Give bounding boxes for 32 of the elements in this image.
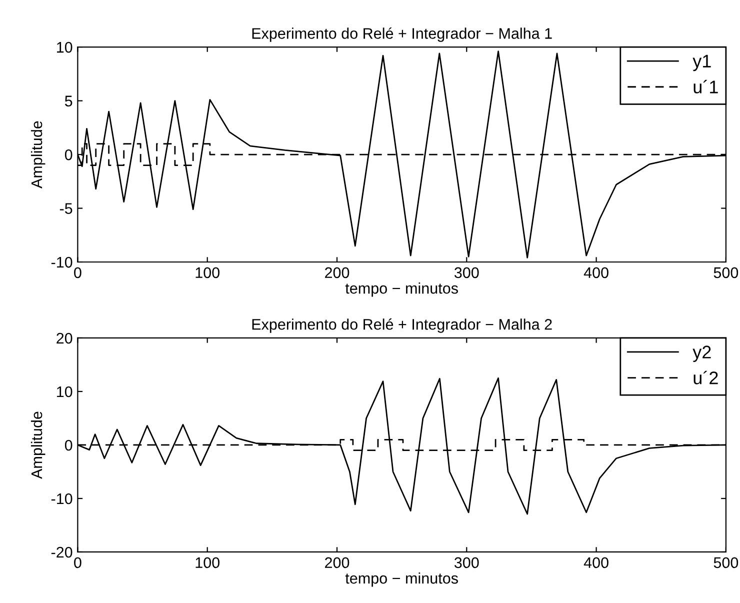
x-tick-label: 300 [454, 267, 479, 278]
x-tick-label: 0 [74, 267, 82, 278]
x-tick-label: 400 [584, 557, 608, 568]
y-tick-label: -5 [60, 203, 72, 214]
x-axis-title: tempo − minutos [345, 282, 458, 297]
y-tick-label: 20 [56, 332, 72, 344]
x-tick-label: 500 [714, 557, 738, 568]
legend-label: y2 [692, 346, 711, 362]
y-tick-label: 10 [57, 42, 72, 53]
x-tick-label: 100 [196, 557, 220, 568]
chart-title: Experimento do Relé + Integrador − Malha 1 [252, 27, 552, 42]
legend-label: u´2 [694, 370, 718, 384]
y-tick-label: 0 [64, 149, 72, 160]
x-tick-label: 300 [454, 557, 479, 568]
y-tick-label: -10 [51, 493, 72, 504]
legend-label: u´1 [694, 80, 718, 94]
x-tick-label: 0 [74, 557, 82, 568]
x-tick-label: 200 [325, 267, 350, 278]
x-tick-label: 100 [196, 267, 220, 278]
x-axis-title: tempo − minutos [345, 572, 458, 587]
x-tick-label: 500 [714, 267, 738, 278]
y-tick-label: 10 [57, 386, 72, 398]
y-tick-label: -10 [51, 256, 72, 268]
y-tick-label: 5 [64, 96, 72, 106]
y-tick-label: -20 [51, 546, 72, 558]
y-axis-title: Amplitude [30, 412, 46, 479]
y-axis-title: Amplitude [30, 121, 46, 188]
y-tick-label: 0 [64, 440, 72, 451]
x-tick-label: 200 [325, 557, 350, 568]
chart-title: Experimento do Relé + Integrador − Malha 2 [252, 318, 552, 333]
x-tick-label: 400 [584, 267, 608, 278]
legend-label: y1 [692, 54, 711, 72]
